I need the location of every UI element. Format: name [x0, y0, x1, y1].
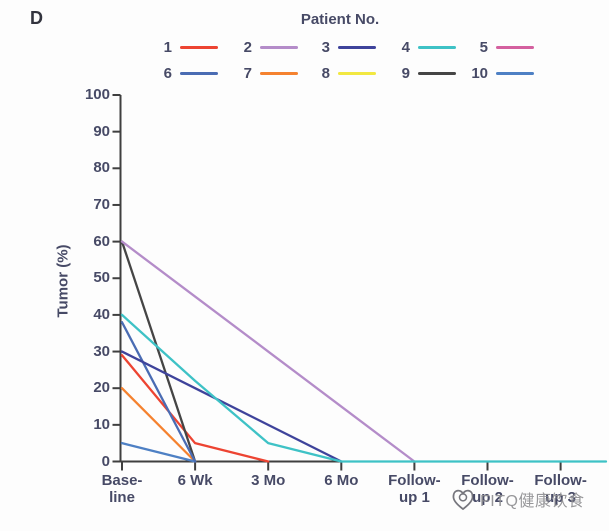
legend-line-swatch	[180, 45, 218, 49]
legend-line-swatch	[180, 71, 218, 75]
legend-item-label: 1	[163, 38, 172, 56]
x-tick-label-line: up 1	[398, 489, 430, 506]
x-tick-label-line: 6 Mo	[324, 472, 359, 489]
watermark: FITQ健康饮食	[449, 485, 584, 513]
legend-item-label: 6	[163, 64, 172, 82]
series-line-patient-2	[120, 240, 416, 463]
y-tick-label: 10	[93, 415, 110, 433]
legend-item-patient-9: 9	[376, 64, 456, 82]
legend-line-swatch	[418, 45, 456, 49]
legend-title: Patient No.	[300, 11, 380, 28]
legend-item-patient-6: 6	[138, 64, 218, 82]
legend-item-label: 10	[471, 64, 488, 82]
x-tick-label-line: Follow-	[388, 472, 441, 489]
y-tick-label: 0	[101, 452, 110, 470]
x-tick-label-6-mo: 6 Mo	[293, 472, 389, 489]
series-line-patient-1	[120, 354, 270, 463]
x-tick-label-6-wk: 6 Wk	[147, 472, 243, 489]
legend-item-label: 4	[401, 38, 410, 56]
series-line-patient-9	[120, 240, 197, 463]
series-line-patient-7	[120, 387, 197, 463]
y-tick-label: 40	[93, 305, 110, 323]
legend-item-patient-3: 3	[296, 38, 376, 56]
legend-line-swatch	[496, 71, 534, 75]
y-tick-label: 90	[93, 122, 110, 140]
x-tick-label-line: up 2	[472, 489, 503, 506]
x-tick-label-line: 6 Wk	[177, 472, 213, 489]
legend-line-swatch	[496, 45, 534, 49]
legend-item-patient-4: 4	[376, 38, 456, 56]
x-tick-label-follow-up-2: Follow-up 2	[440, 472, 536, 506]
x-tick-label-3-mo: 3 Mo	[220, 472, 316, 489]
legend-item-patient-8: 8	[296, 64, 376, 82]
legend-item-patient-10: 10	[454, 64, 534, 82]
legend-item-label: 5	[479, 38, 488, 56]
legend-item-patient-5: 5	[454, 38, 534, 56]
legend-item-label: 3	[321, 38, 330, 56]
legend-line-swatch	[338, 71, 376, 75]
legend-item-label: 8	[321, 64, 330, 82]
panel-label: D	[30, 8, 43, 28]
heart-circle-logo-icon	[452, 489, 474, 511]
x-tick-label-line: Follow-	[534, 472, 587, 489]
x-tick-label-line: 3 Mo	[251, 472, 286, 489]
legend-item-patient-1: 1	[138, 38, 218, 56]
x-tick-label-line: line	[109, 489, 135, 506]
series-line-patient-3	[120, 350, 343, 463]
legend-line-swatch	[338, 45, 376, 49]
x-tick-label-follow-up-3: Follow-up 3	[513, 472, 609, 506]
legend-item-label: 7	[243, 64, 252, 82]
y-tick-label: 20	[93, 379, 110, 397]
legend-item-patient-7: 7	[218, 64, 298, 82]
y-tick-label: 60	[93, 232, 110, 250]
x-tick-label-line: up 3	[545, 489, 577, 506]
legend-item-label: 9	[401, 64, 410, 82]
x-tick-label-baseline: Base-line	[74, 472, 170, 506]
series-line-patient-6	[120, 321, 197, 463]
watermark-text: FITQ健康饮食	[480, 493, 585, 510]
series-line-patient-4	[120, 313, 608, 463]
x-tick-label-follow-up-1: Follow-up 1	[366, 472, 462, 506]
legend-item-patient-2: 2	[218, 38, 298, 56]
series-line-patient-10	[120, 442, 197, 463]
legend-line-swatch	[260, 45, 298, 49]
legend-line-swatch	[418, 71, 456, 75]
y-tick-label: 30	[93, 342, 110, 360]
x-tick-label-line: Base-	[101, 472, 143, 489]
y-tick-label: 100	[84, 86, 110, 103]
y-tick-label: 70	[93, 195, 110, 213]
y-tick-label: 50	[93, 269, 110, 287]
legend-item-label: 2	[243, 38, 252, 56]
y-tick-label: 80	[93, 159, 110, 177]
x-tick-label-line: Follow-	[461, 472, 514, 489]
legend-line-swatch	[260, 71, 298, 75]
